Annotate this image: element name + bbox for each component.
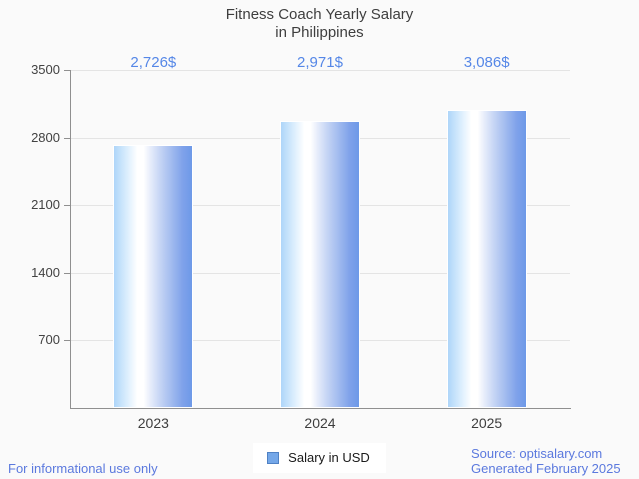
x-axis-label-2025: 2025 [471,415,503,431]
y-axis-tick [64,340,70,342]
value-label-2023: 2,726$ [130,54,177,71]
legend-label: Salary in USD [288,450,370,465]
chart-title: Fitness Coach Yearly Salary in Philippin… [0,6,639,42]
value-label-2025: 3,086$ [463,54,510,71]
plot-area [70,70,570,408]
chart-title-line1: Fitness Coach Yearly Salary [225,6,414,23]
x-axis-label-2024: 2024 [304,415,336,431]
y-axis-tick [64,70,70,71]
bar-2025[interactable] [446,109,527,408]
bar-2024[interactable] [280,121,360,408]
y-axis-label: 700 [38,332,60,348]
y-axis-label: 1400 [31,264,60,280]
chart-title-line2: in Philippines [275,24,364,41]
y-axis-tick [64,137,70,139]
y-axis-label: 2100 [31,197,60,213]
y-axis-label: 2800 [31,129,60,145]
source-block: Source: optisalary.com Generated Februar… [471,446,621,476]
generated-text: Generated February 2025 [471,461,621,476]
legend: Salary in USD [0,443,639,473]
gridline [70,70,570,71]
value-label-2024: 2,971$ [297,54,343,71]
y-axis-label: 3500 [31,62,60,77]
disclaimer-text: For informational use only [8,461,158,476]
y-axis-tick [64,272,70,274]
y-axis-line [70,70,71,408]
y-axis-tick [64,205,70,207]
source-text: Source: optisalary.com [471,446,603,461]
x-axis-label-2023: 2023 [137,415,169,431]
bar-2023[interactable] [113,144,194,408]
legend-box: Salary in USD [253,443,386,473]
legend-swatch-icon [267,451,280,464]
x-axis-line [70,408,571,409]
